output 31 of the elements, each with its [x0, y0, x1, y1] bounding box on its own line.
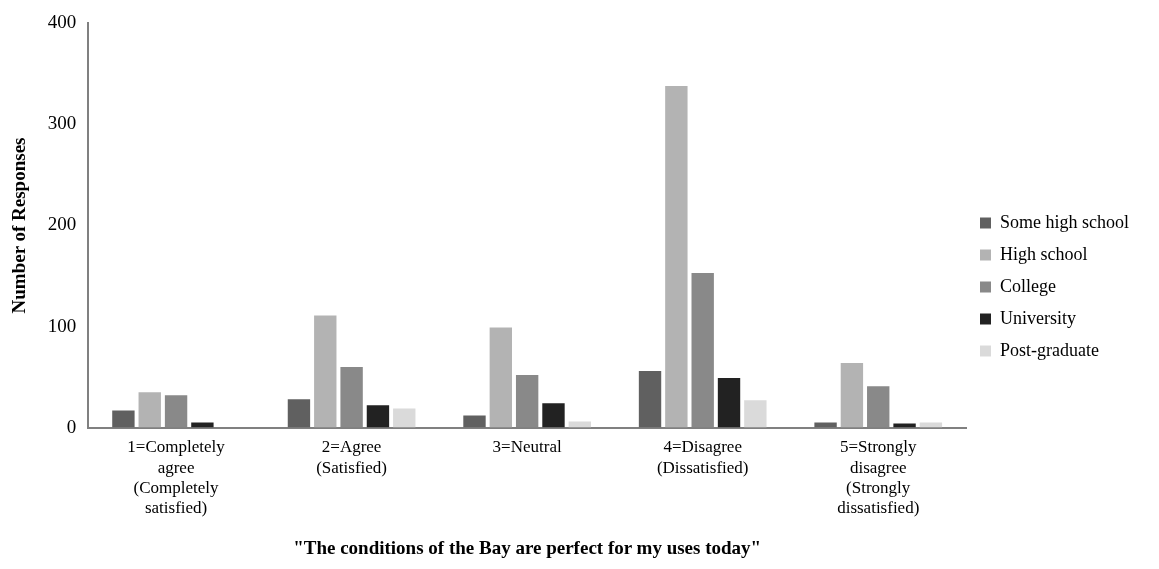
legend-label: College: [1000, 275, 1056, 296]
bar: [542, 403, 565, 428]
bar: [638, 371, 662, 428]
x-tick-label: 2=Agree (Satisfied): [316, 437, 388, 477]
legend-label: High school: [1000, 243, 1088, 264]
bar: [463, 415, 486, 428]
x-tick-label: 5=Strongly disagree (Strongly dissatisfied): [837, 437, 920, 518]
x-tick-label: 4=Disagree (Dissatisfied): [656, 437, 749, 477]
x-tick-label: 1=Completely agree (Completely satisfied): [127, 437, 226, 518]
bar: [489, 327, 513, 428]
legend-label: Post-graduate: [1000, 339, 1099, 360]
bar: [744, 400, 767, 428]
bar: [717, 378, 741, 428]
bar: [665, 86, 688, 428]
y-axis-title: Number of Responses: [8, 137, 30, 314]
bar: [112, 410, 135, 428]
y-tick-label: 200: [47, 213, 77, 235]
y-tick-label: 300: [47, 112, 77, 134]
legend-label: Some high school: [1000, 211, 1129, 232]
bar: [314, 315, 337, 428]
y-tick-label: 400: [47, 11, 77, 33]
y-tick-label: 0: [66, 415, 77, 437]
bar: [287, 399, 311, 428]
legend-label: University: [1000, 307, 1076, 328]
bar: [840, 362, 864, 428]
y-tick-label: 100: [47, 314, 77, 336]
bar: [393, 408, 416, 428]
bar: [366, 405, 390, 428]
x-tick-label: 3=Neutral: [492, 437, 562, 457]
x-axis-title: "The conditions of the Bay are perfect for my uses today": [293, 536, 762, 558]
bar: [138, 392, 161, 428]
